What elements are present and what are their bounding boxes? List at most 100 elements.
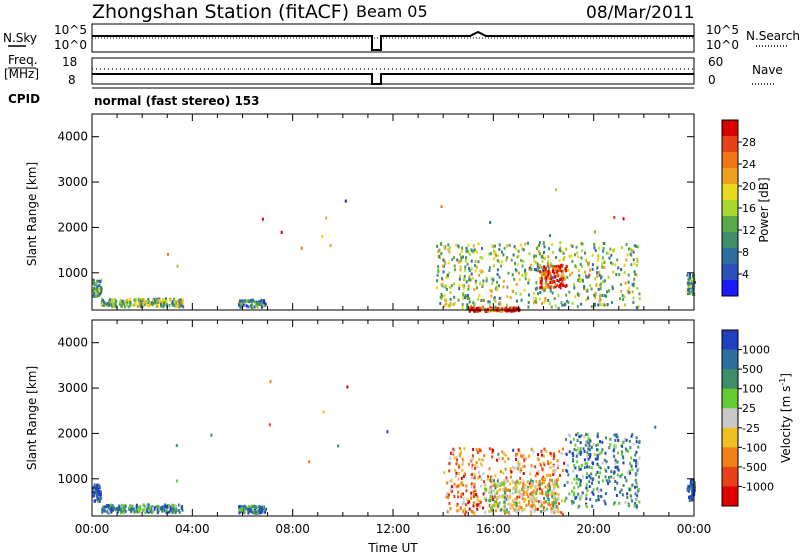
range-cell bbox=[628, 469, 631, 473]
range-cell bbox=[179, 298, 182, 302]
range-cell bbox=[132, 504, 135, 508]
range-cell bbox=[541, 481, 544, 485]
range-cell bbox=[493, 296, 496, 300]
range-cell bbox=[514, 268, 517, 272]
range-cell bbox=[633, 244, 636, 248]
colorbar-swatch bbox=[722, 466, 738, 487]
range-cell bbox=[168, 304, 171, 307]
range-cell bbox=[142, 503, 145, 507]
range-cell bbox=[479, 500, 482, 504]
range-cell bbox=[528, 252, 531, 256]
range-cell bbox=[535, 297, 538, 301]
range-cell bbox=[519, 292, 522, 296]
range-cell bbox=[258, 507, 261, 511]
range-cell bbox=[459, 268, 462, 272]
range-cell bbox=[600, 451, 603, 455]
range-cell bbox=[147, 298, 150, 301]
range-cell bbox=[543, 454, 545, 458]
range-cell bbox=[465, 256, 467, 260]
range-cell bbox=[631, 290, 634, 294]
range-cell bbox=[611, 285, 614, 289]
range-cell bbox=[522, 455, 525, 459]
x-tick-label: 08:00 bbox=[275, 522, 310, 536]
range-cell bbox=[585, 493, 588, 497]
range-cell bbox=[547, 285, 550, 289]
range-cell bbox=[515, 510, 518, 514]
range-cell bbox=[517, 490, 520, 494]
range-cell bbox=[163, 301, 166, 305]
range-cell bbox=[614, 438, 617, 442]
range-cell bbox=[513, 502, 516, 506]
range-cell bbox=[596, 266, 599, 270]
range-cell bbox=[549, 271, 552, 275]
range-cell bbox=[613, 447, 616, 451]
range-cell bbox=[456, 509, 459, 513]
range-cell bbox=[462, 474, 465, 478]
range-cell bbox=[551, 291, 554, 295]
range-cell bbox=[99, 290, 102, 294]
range-cell bbox=[464, 259, 467, 263]
range-cell bbox=[636, 491, 639, 495]
range-cell bbox=[520, 492, 523, 496]
range-cell bbox=[505, 476, 508, 480]
range-cell bbox=[576, 251, 579, 255]
range-cell bbox=[504, 487, 507, 491]
range-cell bbox=[512, 253, 515, 257]
range-cell bbox=[632, 300, 635, 304]
range-cell bbox=[244, 301, 247, 305]
range-cell bbox=[176, 264, 179, 268]
range-cell bbox=[464, 296, 466, 300]
range-cell bbox=[241, 301, 244, 305]
velocity-x-axis: 00:00 04:00 08:00 12:00 16:00 20:00 00:00 bbox=[75, 320, 711, 536]
range-cell bbox=[512, 306, 515, 310]
range-cell bbox=[552, 268, 555, 272]
range-cell bbox=[478, 457, 480, 461]
range-cell bbox=[557, 294, 560, 298]
range-cell bbox=[242, 303, 245, 307]
range-cell bbox=[545, 281, 548, 285]
range-cell bbox=[532, 494, 535, 498]
range-cell bbox=[606, 251, 609, 255]
range-cell bbox=[593, 304, 596, 307]
range-cell bbox=[462, 509, 465, 513]
range-cell bbox=[547, 261, 549, 265]
range-cell bbox=[118, 504, 121, 508]
range-cell bbox=[523, 458, 526, 461]
range-cell bbox=[596, 435, 599, 439]
range-cell bbox=[637, 467, 640, 471]
range-cell bbox=[454, 301, 457, 305]
noise-left-bottom: 10^0 bbox=[54, 38, 87, 52]
range-cell bbox=[527, 488, 530, 491]
range-cell bbox=[251, 298, 254, 302]
range-cell bbox=[161, 507, 164, 511]
range-cell bbox=[600, 495, 602, 498]
range-cell bbox=[602, 247, 605, 250]
range-cell bbox=[544, 266, 547, 270]
range-cell bbox=[468, 507, 471, 511]
range-cell bbox=[109, 503, 112, 507]
range-cell bbox=[598, 299, 601, 303]
range-cell bbox=[566, 480, 569, 484]
range-cell bbox=[238, 511, 241, 515]
range-cell bbox=[532, 450, 535, 454]
range-cell bbox=[613, 444, 616, 448]
range-cell bbox=[589, 453, 592, 457]
range-cell bbox=[498, 260, 501, 264]
range-cell bbox=[250, 507, 253, 511]
range-cell bbox=[608, 475, 610, 479]
range-cell bbox=[253, 509, 256, 513]
range-cell bbox=[563, 278, 566, 282]
range-cell bbox=[628, 286, 630, 290]
range-cell bbox=[623, 263, 626, 267]
range-cell bbox=[165, 299, 168, 303]
range-cell bbox=[554, 500, 557, 504]
range-cell bbox=[169, 505, 172, 509]
range-cell bbox=[460, 476, 463, 480]
range-cell bbox=[544, 276, 547, 280]
range-cell bbox=[600, 488, 603, 492]
range-cell bbox=[533, 292, 535, 295]
range-cell bbox=[579, 263, 582, 266]
range-cell bbox=[511, 491, 514, 495]
range-cell bbox=[490, 477, 493, 480]
range-cell bbox=[561, 303, 564, 307]
